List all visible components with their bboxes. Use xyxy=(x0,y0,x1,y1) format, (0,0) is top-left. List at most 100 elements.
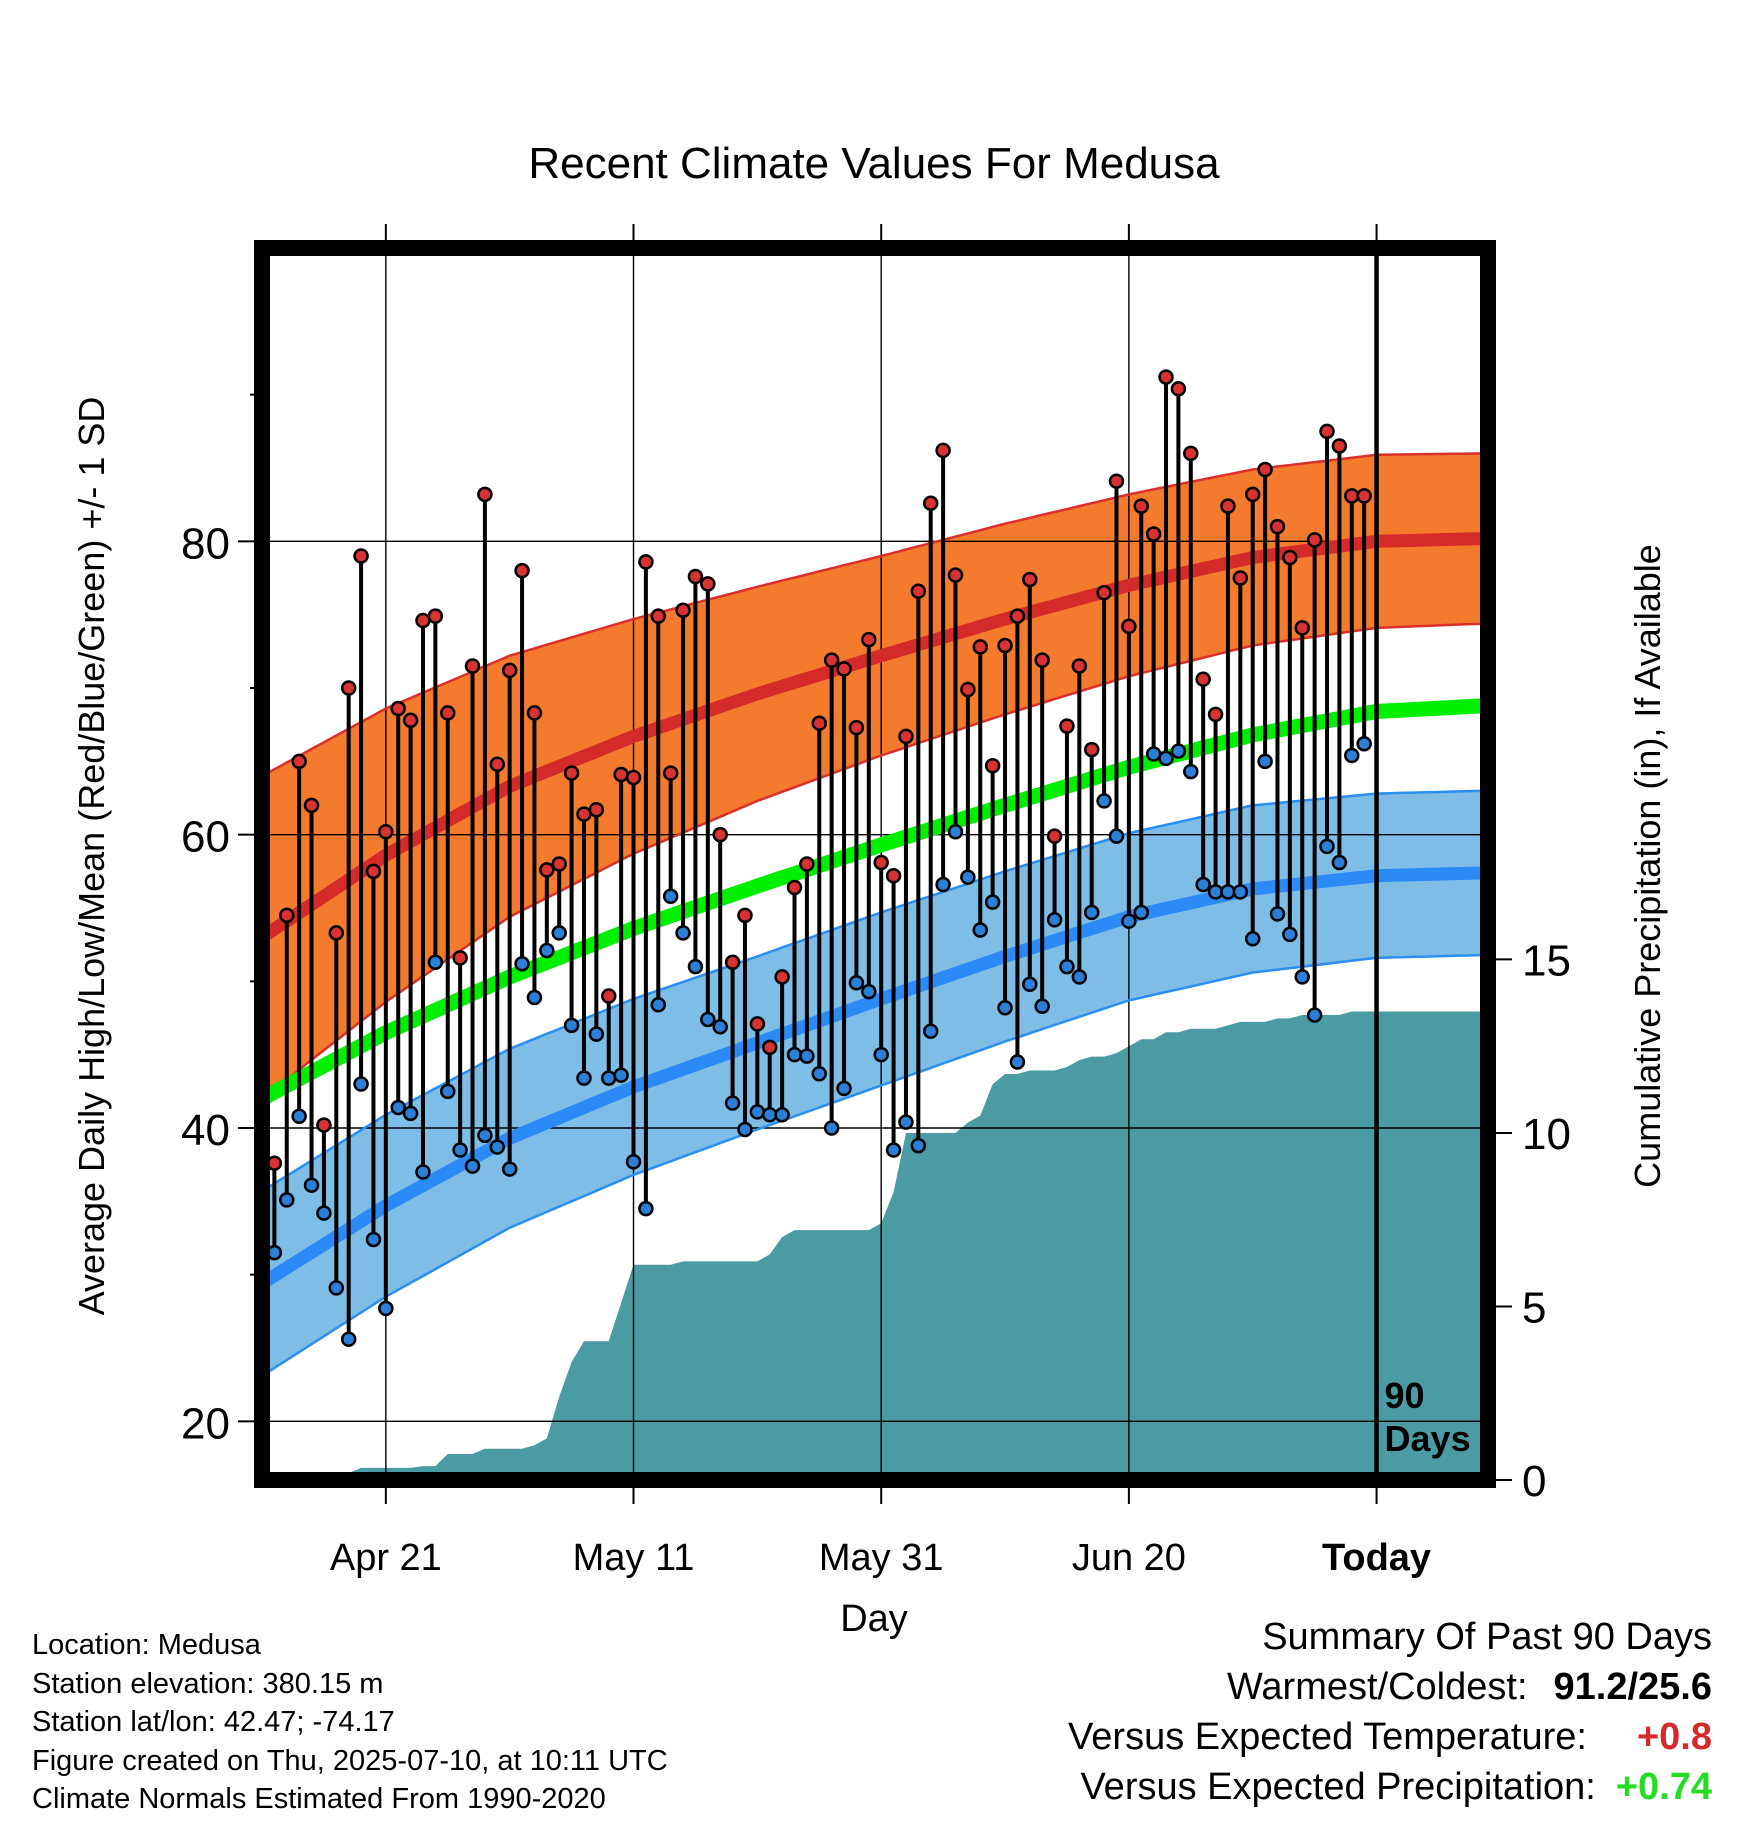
daily-high-point xyxy=(316,1117,332,1133)
daily-low-point xyxy=(861,983,877,1000)
low-band-lower-edge xyxy=(262,953,1488,1377)
daily-high-point xyxy=(848,719,865,736)
daily-low-point xyxy=(1319,838,1335,855)
chart-title: Recent Climate Values For Medusa xyxy=(528,139,1220,188)
x-tick-label: Jun 20 xyxy=(1072,1537,1186,1579)
x-tick-label: May 11 xyxy=(573,1537,695,1579)
daily-low-point xyxy=(1096,793,1112,809)
daily-low-point xyxy=(1145,746,1162,762)
daily-high-point xyxy=(415,612,431,629)
daily-high-point xyxy=(984,757,1001,774)
daily-low-point xyxy=(1108,828,1125,844)
daily-high-point xyxy=(1244,486,1261,503)
daily-high-point xyxy=(662,765,679,781)
temp-label: Versus Expected Temperature: xyxy=(1068,1716,1587,1758)
daily-low-point xyxy=(303,1177,320,1193)
daily-high-point xyxy=(1133,498,1150,514)
daily-high-point xyxy=(675,602,691,619)
daily-low-point xyxy=(501,1161,518,1177)
y-tick-label: 80 xyxy=(181,519,230,568)
daily-low-point xyxy=(340,1331,357,1347)
daily-high-point xyxy=(1034,652,1050,668)
daily-high-point xyxy=(588,801,605,818)
daily-low-point xyxy=(1083,904,1100,921)
daily-low-point xyxy=(960,869,976,885)
daily-high-point xyxy=(514,562,530,579)
daily-high-point xyxy=(1071,658,1088,674)
daily-low-point xyxy=(1183,763,1199,780)
warm-cold-value: 91.2/25.6 xyxy=(1553,1666,1712,1708)
temp-row: Versus Expected Temperature: +0.8 xyxy=(1068,1712,1712,1762)
daily-low-point xyxy=(353,1076,369,1092)
created-text: Figure created on Thu, 2025-07-10, at 10… xyxy=(32,1744,668,1777)
daily-low-point xyxy=(1170,743,1187,759)
daily-low-point xyxy=(402,1105,419,1122)
daily-high-point xyxy=(712,826,728,843)
temp-value: +0.8 xyxy=(1636,1716,1712,1758)
daily-low-point xyxy=(786,1046,803,1063)
daily-low-point xyxy=(1158,750,1174,767)
y-tick-label: 20 xyxy=(181,1399,230,1448)
daily-high-point xyxy=(910,583,927,599)
daily-high-point xyxy=(1207,706,1224,723)
daily-low-point xyxy=(972,922,989,938)
y2-tick-label: 10 xyxy=(1522,1110,1571,1159)
daily-low-point xyxy=(650,997,667,1013)
daily-high-point xyxy=(724,954,741,971)
daily-high-point xyxy=(811,715,828,731)
daily-low-point xyxy=(576,1070,592,1086)
location-text: Location: Medusa xyxy=(32,1629,261,1661)
daily-high-point xyxy=(1269,518,1286,535)
station-info: Location: Medusa Station elevation: 380.… xyxy=(32,1626,668,1819)
daily-low-point xyxy=(811,1065,828,1082)
daily-high-point xyxy=(1294,620,1310,636)
mean-line xyxy=(262,698,1488,1106)
precip-value: +0.74 xyxy=(1615,1766,1712,1808)
daily-high-point xyxy=(799,856,815,872)
daily-high-point xyxy=(427,608,444,624)
daily-low-point xyxy=(675,925,691,941)
daily-high-point xyxy=(922,495,939,511)
daily-low-point xyxy=(836,1080,852,1097)
today-days-word: Days xyxy=(1385,1418,1471,1459)
daily-low-point xyxy=(910,1137,927,1154)
daily-low-point xyxy=(477,1127,493,1144)
daily-high-point xyxy=(885,867,902,884)
daily-high-point xyxy=(1356,488,1372,504)
daily-high-point xyxy=(501,662,518,679)
daily-high-point xyxy=(1096,584,1112,601)
daily-low-point xyxy=(1046,911,1063,928)
daily-low-point xyxy=(279,1192,295,1208)
daily-low-point xyxy=(1195,876,1211,893)
daily-high-point xyxy=(1108,473,1125,489)
today-days-label: 90 Days xyxy=(1385,1375,1471,1459)
daily-high-point xyxy=(489,756,506,773)
daily-high-point xyxy=(1145,526,1162,542)
daily-low-point xyxy=(984,894,1001,910)
daily-high-point xyxy=(1220,498,1236,514)
daily-high-point xyxy=(1170,381,1187,397)
daily-high-point xyxy=(353,548,369,564)
daily-high-point xyxy=(861,631,877,648)
daily-low-point xyxy=(551,925,567,941)
daily-low-point xyxy=(563,1017,580,1034)
daily-low-point xyxy=(588,1026,605,1042)
daily-high-point xyxy=(402,712,419,729)
high-band-upper-edge xyxy=(262,452,1488,778)
daily-high-point xyxy=(1282,549,1298,566)
high-band-lower-edge xyxy=(262,622,1488,1100)
daily-low-point xyxy=(415,1164,431,1180)
daily-high-point xyxy=(1319,423,1335,440)
daily-low-point xyxy=(1306,1007,1323,1023)
daily-high-point xyxy=(749,1016,766,1032)
daily-low-point xyxy=(1220,884,1236,900)
daily-low-point xyxy=(440,1083,456,1100)
daily-low-point xyxy=(1071,969,1088,985)
daily-high-point xyxy=(464,658,481,674)
daily-low-point xyxy=(514,955,530,972)
daily-low-point xyxy=(1034,998,1050,1015)
daily-low-point xyxy=(1269,906,1286,922)
y2-tick-label: 0 xyxy=(1522,1457,1546,1506)
daily-low-point xyxy=(316,1205,332,1221)
